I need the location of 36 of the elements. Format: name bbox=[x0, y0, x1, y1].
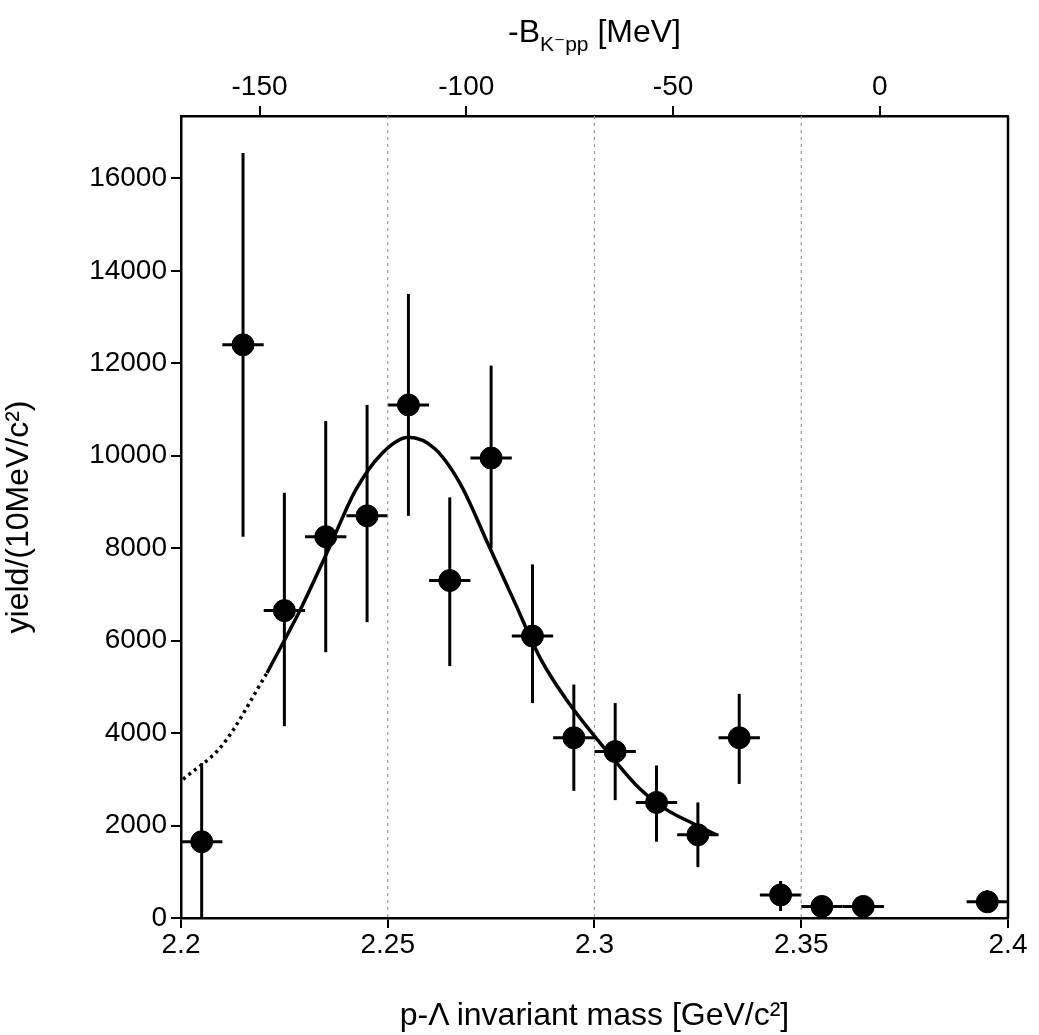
point bbox=[975, 890, 999, 914]
point bbox=[520, 624, 544, 648]
point bbox=[190, 830, 214, 854]
x-tick-label: 2.3 bbox=[575, 927, 614, 959]
y-tick-label: 8000 bbox=[104, 530, 167, 562]
point bbox=[645, 790, 669, 814]
point bbox=[438, 569, 462, 593]
point bbox=[810, 894, 834, 918]
x2-tick-label: -150 bbox=[231, 69, 288, 101]
point bbox=[272, 599, 296, 623]
x-axis-title: p-Λ invariant mass [GeV/c²] bbox=[399, 995, 790, 1032]
point bbox=[769, 883, 793, 907]
y-tick-label: 2000 bbox=[104, 808, 167, 840]
point bbox=[396, 393, 420, 417]
x2-tick-label: -50 bbox=[652, 69, 694, 101]
point bbox=[603, 740, 627, 764]
y-tick-label: 10000 bbox=[89, 438, 167, 470]
point bbox=[851, 894, 875, 918]
x2-tick-label: 0 bbox=[872, 69, 888, 101]
y-tick-label: 6000 bbox=[104, 623, 167, 655]
y-tick-label: 4000 bbox=[104, 715, 167, 747]
point bbox=[727, 726, 751, 750]
point bbox=[314, 525, 338, 549]
point bbox=[355, 504, 379, 528]
x-tick-label: 2.25 bbox=[360, 927, 415, 959]
point bbox=[479, 446, 503, 470]
x2-tick-label: -100 bbox=[438, 69, 495, 101]
y-tick-label: 14000 bbox=[89, 253, 167, 285]
y-tick-label: 16000 bbox=[89, 161, 167, 193]
point bbox=[686, 823, 710, 847]
point bbox=[562, 726, 586, 750]
point bbox=[231, 333, 255, 357]
x-tick-label: 2.4 bbox=[988, 927, 1028, 959]
x-tick-label: 2.35 bbox=[774, 927, 829, 959]
y-axis-title: yield/(10MeV/c²) bbox=[0, 400, 36, 634]
y-tick-label: 12000 bbox=[89, 346, 167, 378]
